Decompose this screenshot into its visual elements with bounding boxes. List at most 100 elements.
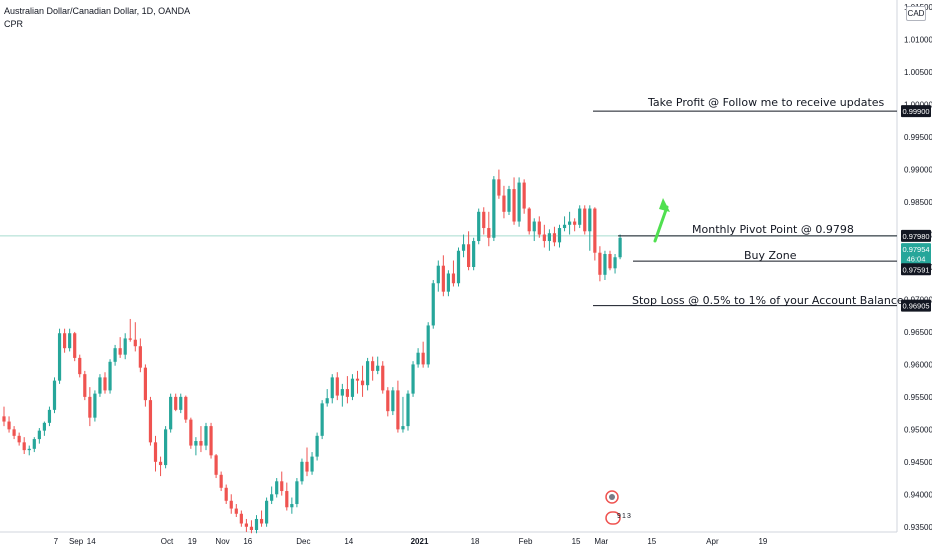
indicator-label[interactable]: CPR <box>4 19 24 29</box>
event-marker-dot <box>609 494 615 500</box>
candle-body <box>179 396 183 410</box>
candle-body <box>315 435 319 457</box>
candle-body <box>184 396 188 420</box>
candle-body <box>527 208 531 232</box>
candle-body <box>254 518 259 530</box>
candle-body <box>487 228 491 238</box>
candle-body <box>244 523 248 527</box>
candle-body <box>507 189 511 212</box>
candle-body <box>224 487 228 501</box>
candle-body <box>68 333 72 349</box>
candle-body <box>234 508 238 514</box>
currency-badge[interactable]: CAD <box>906 6 926 21</box>
candle-body <box>613 257 617 269</box>
candle-body <box>259 518 264 524</box>
candle-body <box>118 348 122 355</box>
price-tag-bg <box>901 105 931 118</box>
candle-body <box>497 179 501 196</box>
candle-body <box>618 237 622 258</box>
candle-body <box>366 361 370 386</box>
candle-body <box>32 439 36 449</box>
candle-body <box>578 208 582 225</box>
candle-body <box>482 211 486 229</box>
price-tag: 0.97591 <box>902 265 929 274</box>
candle-body <box>239 513 243 524</box>
y-tick-label: 0.95000 <box>904 425 932 434</box>
candle-body <box>532 221 536 232</box>
candle-body <box>37 430 41 440</box>
candle-body <box>12 429 16 436</box>
candle-body <box>209 426 213 456</box>
y-tick-label: 0.96000 <box>904 360 932 369</box>
candle-body <box>335 377 339 396</box>
candle-body <box>396 390 400 430</box>
candle-body <box>371 361 375 371</box>
candle-body <box>477 211 481 242</box>
y-tick-label: 0.93500 <box>904 523 932 532</box>
y-tick-label: 0.96500 <box>904 328 932 337</box>
candle-body <box>436 265 440 284</box>
candle-body <box>446 273 450 292</box>
x-tick-label: Nov <box>215 537 229 546</box>
candle-body <box>174 396 178 410</box>
pivot-point-label: Monthly Pivot Point @ 0.9798 <box>692 223 854 236</box>
price-tag-bg <box>901 263 931 276</box>
candle-body <box>426 325 430 365</box>
x-tick-label: Oct <box>161 537 174 546</box>
candle-body <box>275 481 279 495</box>
y-tick-label: 0.94000 <box>904 490 932 499</box>
candle-body <box>441 265 445 292</box>
candle-body <box>310 456 314 472</box>
candle-body <box>249 526 254 530</box>
candle-body <box>169 396 173 430</box>
candle-body <box>189 419 193 446</box>
candle-body <box>350 378 355 397</box>
candle-body <box>290 504 294 508</box>
candle-body <box>376 365 380 371</box>
take-profit-label: Take Profit @ Follow me to receive updat… <box>648 96 885 109</box>
candle-body <box>42 422 46 431</box>
candle-body <box>320 403 324 436</box>
x-tick-label: 18 <box>471 537 480 546</box>
candle-body <box>57 333 62 381</box>
candle-body <box>573 221 577 225</box>
candle-body <box>219 474 223 488</box>
candle-body <box>88 396 92 418</box>
y-tick-label: 1.01000 <box>904 36 932 45</box>
x-tick-label: Dec <box>296 537 310 546</box>
candle-body <box>512 189 516 222</box>
candle-body <box>502 195 506 212</box>
candle-body <box>305 461 309 472</box>
candle-body <box>270 494 274 501</box>
x-tick-label: 19 <box>758 537 767 546</box>
candle-body <box>431 283 435 326</box>
y-tick-label: 0.94500 <box>904 458 932 467</box>
x-tick-label: Sep <box>69 537 84 546</box>
candle-body <box>93 393 97 418</box>
candle-body <box>138 346 142 368</box>
y-tick-label: 0.95500 <box>904 393 932 402</box>
candle-body <box>360 380 365 386</box>
candle-body <box>265 500 269 524</box>
arrow-head <box>659 198 670 212</box>
candle-body <box>153 442 158 462</box>
price-tag: 0.97954 <box>902 245 929 254</box>
candle-body <box>467 244 471 267</box>
candle-body <box>229 500 233 509</box>
x-tick-label: 15 <box>647 537 656 546</box>
candle-body <box>108 361 112 391</box>
buy-zone-label: Buy Zone <box>744 249 797 262</box>
price-tag: 0.97980 <box>902 232 929 241</box>
candle-body <box>461 244 466 251</box>
price-tag: 46:04 <box>907 255 926 264</box>
candle-body <box>194 441 198 446</box>
candle-body <box>7 421 11 430</box>
candle-body <box>593 208 597 253</box>
candle-body <box>123 338 127 355</box>
y-tick-label: 1.00500 <box>904 68 932 77</box>
price-tag-bg <box>901 299 931 312</box>
candle-body <box>562 224 567 229</box>
candle-body <box>2 416 6 422</box>
x-tick-label: 7 <box>54 537 59 546</box>
